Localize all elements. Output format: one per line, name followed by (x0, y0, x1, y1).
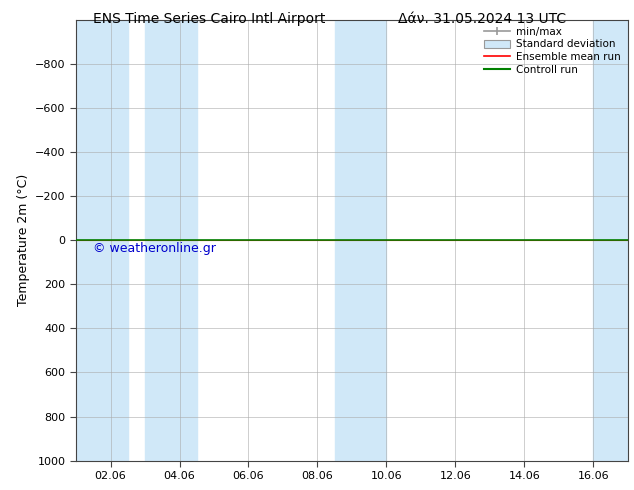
Text: ENS Time Series Cairo Intl Airport: ENS Time Series Cairo Intl Airport (93, 12, 325, 26)
Y-axis label: Temperature 2m (°C): Temperature 2m (°C) (16, 174, 30, 306)
Bar (335, 20, 386, 461)
Bar (145, 20, 197, 461)
Legend: min/max, Standard deviation, Ensemble mean run, Controll run: min/max, Standard deviation, Ensemble me… (482, 25, 623, 77)
Text: © weatheronline.gr: © weatheronline.gr (93, 243, 216, 255)
Text: Δάν. 31.05.2024 13 UTC: Δάν. 31.05.2024 13 UTC (398, 12, 566, 26)
Bar (593, 20, 628, 461)
Bar (76, 20, 128, 461)
